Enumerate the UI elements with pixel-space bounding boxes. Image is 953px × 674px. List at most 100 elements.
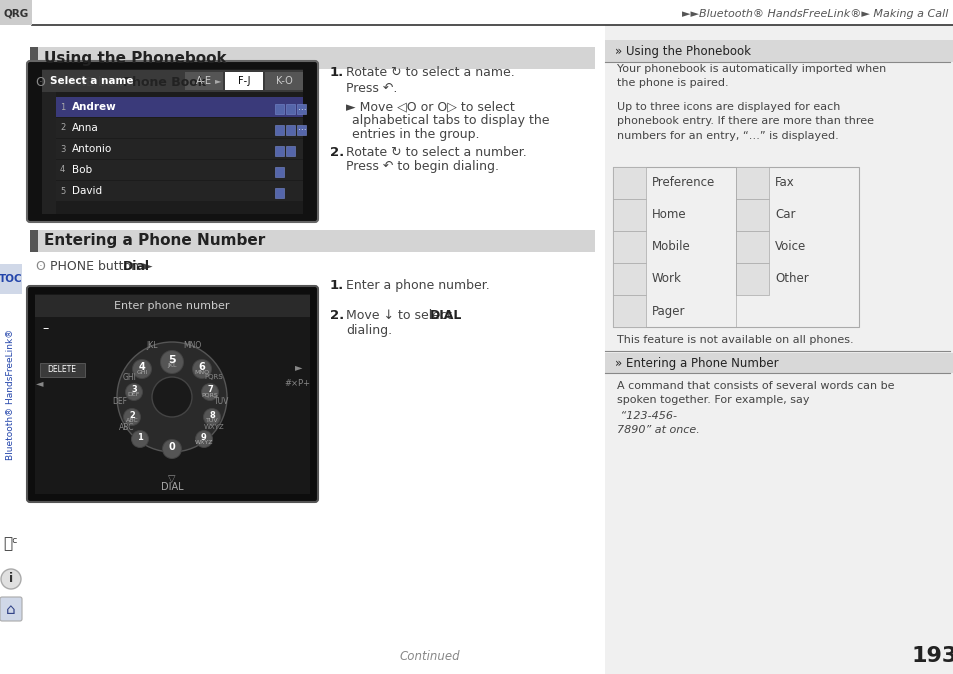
Text: Enter phone number: Enter phone number [114,301,230,311]
Text: #×P+: #×P+ [284,379,310,388]
Bar [30,47,38,69]
Circle shape [201,383,219,401]
Text: PQRS: PQRS [205,374,223,380]
Text: 2: 2 [129,410,134,419]
Bar [604,25,953,674]
Text: Using the Phonebook: Using the Phonebook [44,51,227,65]
Bar [274,167,284,177]
Text: alphabetical tabs to display the: alphabetical tabs to display the [352,114,549,127]
Text: 3: 3 [60,144,66,154]
Text: A command that consists of several words can be
spoken together. For example, sa: A command that consists of several words… [617,381,894,405]
Text: Fax: Fax [774,177,794,189]
Bar [56,139,303,159]
Text: 193: 193 [911,646,953,666]
Circle shape [125,383,143,401]
Circle shape [131,430,149,448]
Text: 1: 1 [60,102,65,111]
Text: Rotate ↻ to select a number.: Rotate ↻ to select a number. [346,146,526,159]
Text: GHI: GHI [136,369,148,375]
Bar [56,160,303,180]
Bar [42,92,56,214]
Text: Move ↓ to select: Move ↓ to select [346,309,456,322]
Text: 4: 4 [138,362,145,372]
Bar [604,40,953,62]
Circle shape [203,408,221,426]
Text: Andrew: Andrew [71,102,116,112]
Text: Pager: Pager [651,305,685,317]
Text: TOC: TOC [0,274,23,284]
Bar [274,188,284,198]
Text: WXYZ: WXYZ [194,439,213,444]
Text: TUV: TUV [206,417,218,423]
FancyBboxPatch shape [27,286,317,502]
Text: JKL: JKL [167,363,176,367]
Text: Select a name: Select a name [50,76,133,86]
Text: Rotate ↻ to select a name.: Rotate ↻ to select a name. [346,66,515,79]
Text: 0: 0 [169,442,175,452]
Bar [613,231,645,263]
Text: Car: Car [774,208,795,222]
Bar [42,69,303,214]
Bar [265,72,303,90]
Text: Press ↶ to begin dialing.: Press ↶ to begin dialing. [346,160,498,173]
FancyBboxPatch shape [27,61,317,222]
Text: 2.: 2. [330,309,344,322]
Text: Bob: Bob [71,165,92,175]
Bar [613,167,645,199]
Text: QRG: QRG [4,8,29,18]
Circle shape [1,569,21,589]
Text: 5: 5 [168,355,175,365]
Circle shape [132,360,151,378]
Bar [296,125,306,135]
Text: 7: 7 [207,386,213,394]
Bar [274,146,284,156]
Text: K-O: K-O [275,76,292,86]
Circle shape [123,408,141,426]
Text: Dial: Dial [123,259,150,272]
Text: 5: 5 [60,187,65,195]
Circle shape [204,409,220,425]
Text: ʘ: ʘ [35,77,45,90]
Bar [604,353,953,373]
Text: entries in the group.: entries in the group. [352,128,479,141]
Text: This feature is not available on all phones.: This feature is not available on all pho… [617,335,853,345]
Circle shape [193,360,211,378]
Bar [296,104,306,114]
Bar [735,231,768,263]
Text: 1.: 1. [330,66,344,79]
Text: dialing.: dialing. [346,324,392,337]
Bar [613,199,645,231]
Text: MNO: MNO [194,369,210,375]
Text: Mobile: Mobile [651,241,690,253]
Text: DEF: DEF [112,398,128,406]
Text: Voice: Voice [774,241,805,253]
Circle shape [152,377,192,417]
Text: Your phonebook is automatically imported when
the phone is paired.: Your phonebook is automatically imported… [617,64,885,88]
Bar [613,167,858,327]
Text: » Using the Phonebook: » Using the Phonebook [615,44,750,57]
Bar [56,118,303,138]
Bar [274,104,284,114]
Text: » Entering a Phone Number: » Entering a Phone Number [615,357,778,369]
Text: Enter a phone number.: Enter a phone number. [346,279,489,292]
Bar [0,0,32,25]
Text: MNO: MNO [183,340,201,350]
Text: A-E: A-E [195,76,212,86]
Text: Home: Home [651,208,686,222]
Text: 1.: 1. [330,279,344,292]
Bar [0,264,22,294]
Bar [225,72,263,90]
Text: DIAL: DIAL [430,309,462,322]
Text: ▽: ▽ [168,474,175,484]
Bar [30,230,595,252]
Text: ► Move ◁O or O▷ to select: ► Move ◁O or O▷ to select [346,100,515,113]
Text: Continued: Continued [399,650,460,663]
Text: ...: ... [298,102,307,111]
Text: ►►Bluetooth® HandsFreeLink®► Making a Call: ►►Bluetooth® HandsFreeLink®► Making a Ca… [680,9,947,19]
Circle shape [160,350,184,374]
Text: ...: ... [298,123,307,133]
Text: DIAL: DIAL [160,482,183,492]
Text: –: – [42,322,49,336]
Bar [40,363,85,377]
Circle shape [195,431,212,447]
